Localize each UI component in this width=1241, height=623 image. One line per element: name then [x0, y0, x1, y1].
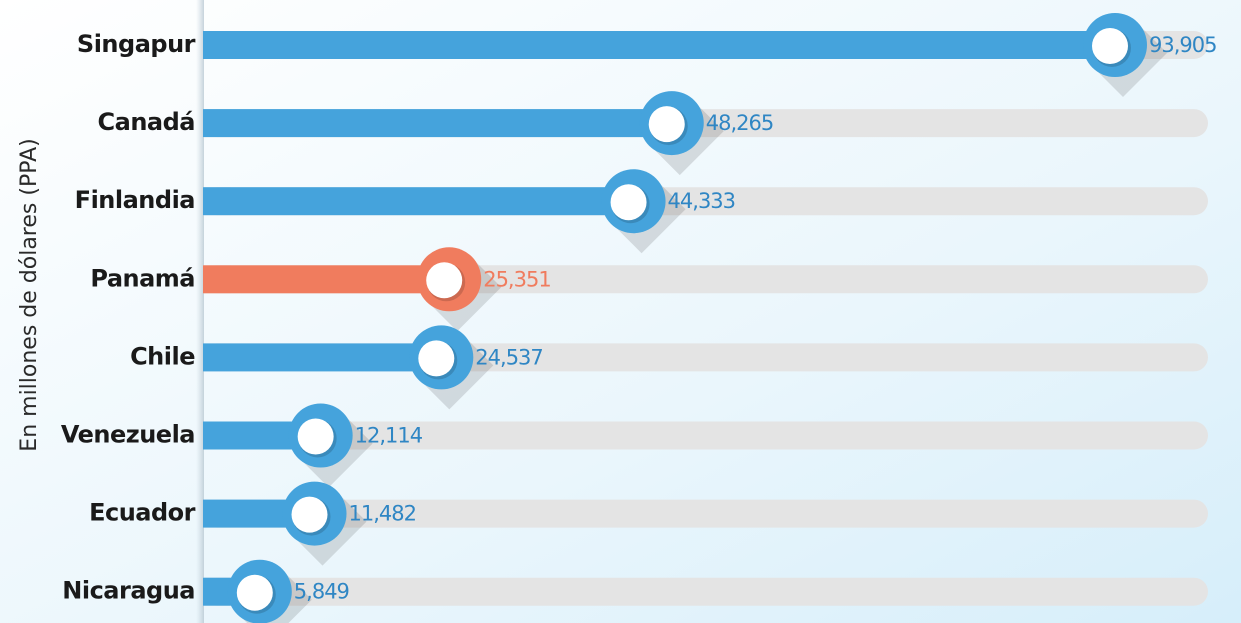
category-label: Ecuador: [89, 499, 196, 527]
category-label: Nicaragua: [62, 577, 195, 605]
marker-center: [291, 496, 328, 533]
marker-center: [297, 418, 334, 455]
category-label: Singapur: [77, 30, 196, 58]
bar: [203, 265, 450, 294]
bar: [203, 31, 1115, 59]
marker-center: [1092, 28, 1128, 64]
value-label: 48,265: [706, 111, 773, 135]
bar: [203, 109, 672, 138]
track: [203, 421, 1208, 450]
category-label: Canadá: [98, 108, 195, 136]
category-label: Finlandia: [75, 186, 195, 214]
marker-center: [610, 184, 647, 221]
value-label: 25,351: [483, 267, 550, 291]
value-label: 12,114: [355, 424, 423, 448]
value-label: 5,849: [294, 580, 349, 604]
bar: [203, 343, 442, 372]
axis-edge: [196, 0, 204, 623]
bar: [203, 187, 634, 216]
value-label: 11,482: [349, 502, 416, 526]
track: [203, 577, 1208, 606]
marker-center: [418, 340, 455, 377]
marker-center: [426, 262, 463, 299]
category-label: Panamá: [90, 264, 195, 292]
category-label: Chile: [130, 342, 195, 370]
marker-center: [648, 106, 685, 143]
marker-center: [236, 574, 273, 611]
category-label: Venezuela: [61, 421, 195, 449]
track: [203, 499, 1208, 528]
y-axis-label: En millones de dólares (PPA): [17, 138, 42, 451]
value-label: 93,905: [1149, 33, 1216, 57]
value-label: 44,333: [668, 189, 735, 213]
value-label: 24,537: [475, 345, 542, 369]
